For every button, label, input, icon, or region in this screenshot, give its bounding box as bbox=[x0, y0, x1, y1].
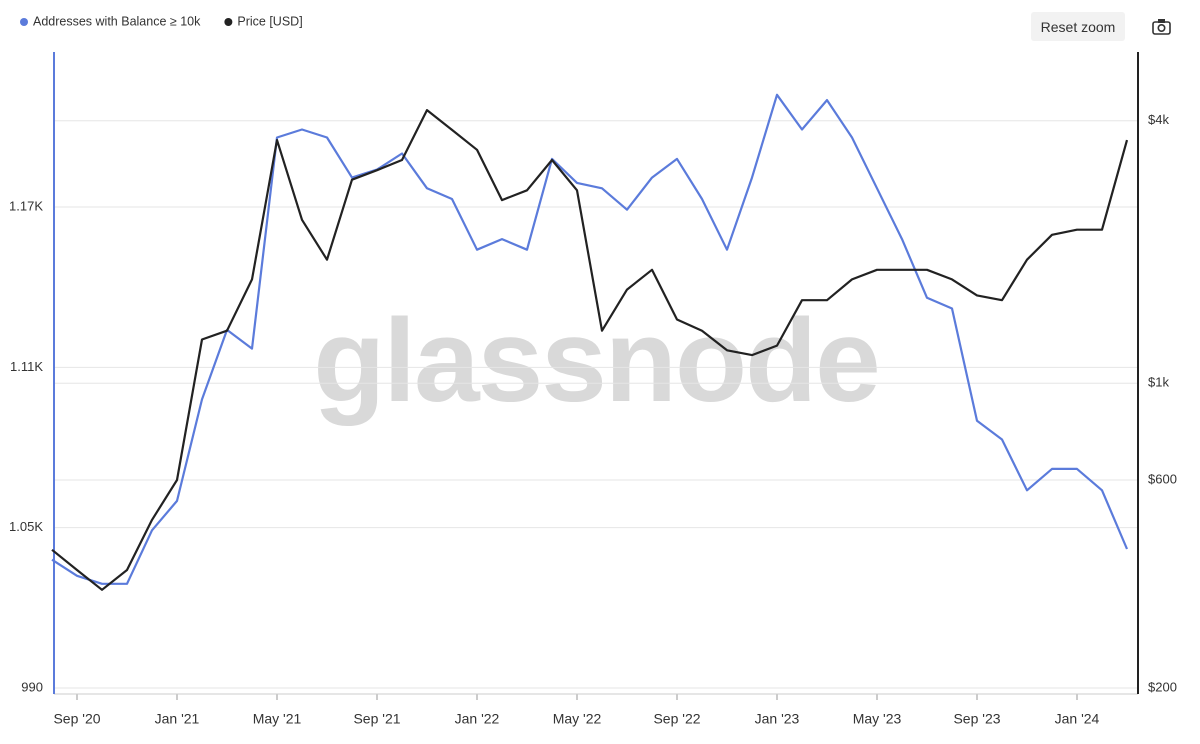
camera-icon[interactable] bbox=[1152, 19, 1171, 35]
y2-tick-label: $600 bbox=[1148, 471, 1177, 486]
x-tick-label: Jan '22 bbox=[455, 711, 500, 727]
x-tick-label: Jan '23 bbox=[755, 711, 800, 727]
y-tick-label: 990 bbox=[21, 679, 43, 694]
legend-label: Price [USD] bbox=[237, 14, 302, 28]
x-tick-label: Sep '23 bbox=[953, 711, 1000, 727]
x-tick-label: Sep '21 bbox=[353, 711, 400, 727]
y-tick-label: 1.17K bbox=[9, 198, 43, 213]
y2-tick-label: $4k bbox=[1148, 112, 1169, 127]
y2-tick-label: $200 bbox=[1148, 679, 1177, 694]
series-line bbox=[51, 93, 1129, 585]
reset-zoom-button[interactable]: Reset zoom bbox=[1031, 12, 1125, 41]
x-tick-label: Sep '22 bbox=[653, 711, 700, 727]
x-tick-label: May '23 bbox=[853, 711, 902, 727]
y2-tick-label: $1k bbox=[1148, 375, 1169, 390]
series-line bbox=[51, 109, 1129, 591]
x-tick-label: Jan '24 bbox=[1055, 711, 1100, 727]
legend-label: Addresses with Balance ≥ 10k bbox=[33, 14, 201, 28]
x-tick-label: May '22 bbox=[553, 711, 602, 727]
legend-marker bbox=[224, 18, 233, 26]
legend-marker bbox=[20, 18, 28, 26]
y-tick-label: 1.11K bbox=[10, 359, 43, 374]
y-tick-label: 1.05K bbox=[9, 519, 43, 534]
x-tick-label: May '21 bbox=[253, 711, 302, 727]
watermark: glassnode bbox=[313, 295, 879, 427]
x-tick-label: Jan '21 bbox=[155, 711, 200, 727]
x-tick-label: Sep '20 bbox=[53, 711, 100, 727]
